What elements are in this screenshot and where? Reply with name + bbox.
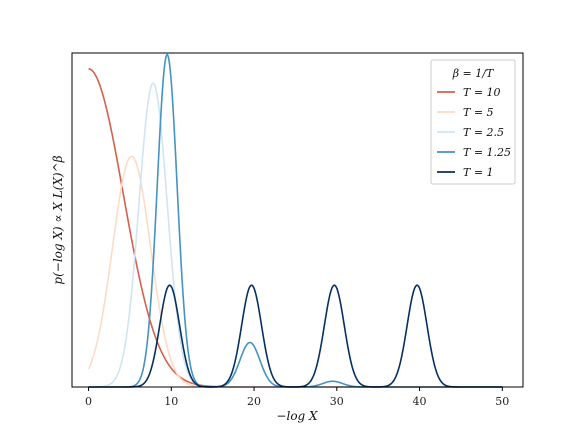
- x-axis-label: −log X: [276, 409, 318, 423]
- x-tick-label: 40: [413, 395, 427, 408]
- x-tick-label: 30: [330, 395, 344, 408]
- series-line-2: [87, 155, 503, 388]
- legend-entry-label: T = 1.25: [463, 146, 511, 159]
- x-tick-label: 50: [495, 395, 509, 408]
- legend-entry-label: T = 10: [463, 86, 501, 99]
- legend-entry-label: T = 2.5: [463, 126, 504, 139]
- legend-entry-label: T = 5: [463, 106, 494, 119]
- x-tick-label: 0: [85, 395, 92, 408]
- legend: β = 1/T T = 10 T = 5 T = 2.5 T = 1.25 T = 1: [430, 59, 516, 185]
- x-tick-label: 20: [247, 395, 261, 408]
- plot-frame: [71, 52, 524, 388]
- legend-entry-label: T = 1: [463, 166, 494, 179]
- legend-box: [430, 59, 516, 185]
- y-axis-label: p(−log X) ∝ X L(X)^β: [51, 155, 65, 284]
- x-axis: 0 10 20 30 40 50: [85, 387, 509, 408]
- x-tick-label: 10: [164, 395, 178, 408]
- legend-title: β = 1/T: [452, 67, 495, 80]
